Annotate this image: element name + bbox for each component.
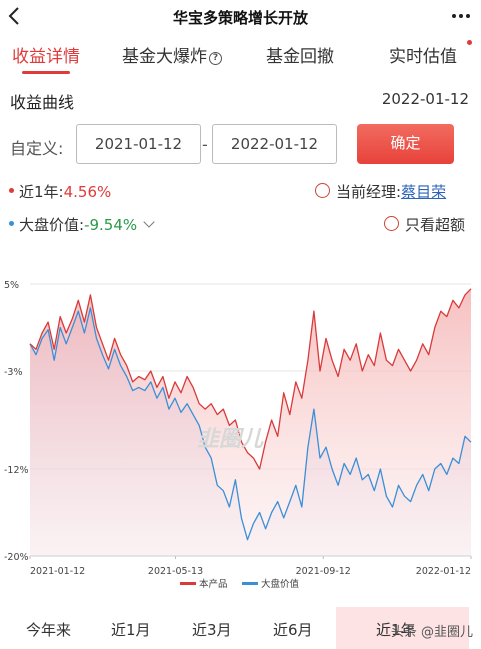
end-date-input[interactable]: 2022-01-12 [212, 124, 337, 164]
period-3m[interactable]: 近3月 [192, 621, 232, 639]
y-tick-label: -3% [4, 367, 23, 378]
more-dots-icon[interactable] [449, 4, 473, 28]
custom-range-row: 自定义: 2021-01-12 - 2022-01-12 确定 [0, 124, 481, 166]
nav-bar: 华宝多策略增长开放 [0, 0, 481, 34]
tab-fund-explosion-label: 基金大爆炸 [122, 47, 207, 67]
excess-radio-icon[interactable] [384, 216, 399, 231]
tab-earnings-detail[interactable]: 收益详情 [12, 47, 80, 67]
y-tick-label: -20% [4, 552, 29, 563]
index-return[interactable]: 大盘价值:-9.54% [19, 214, 155, 235]
tab-fund-explosion[interactable]: 基金大爆炸? [122, 42, 222, 67]
date-separator: - [202, 135, 208, 154]
page-title: 华宝多策略增长开放 [172, 9, 308, 27]
legend-swatch-fund [180, 582, 196, 585]
footer-watermark: 头条 @韭圈儿 [390, 625, 473, 640]
manager-link[interactable]: 蔡目荣 [401, 183, 447, 201]
x-tick-label: 2022-01-12 [416, 566, 471, 577]
x-tick-label: 2021-09-12 [296, 566, 351, 577]
manager-radio-icon[interactable] [315, 183, 330, 198]
return-chart: 5% -3% -12% -20%2021-01-12 2021-05-13 2021-09… [4, 280, 472, 590]
section-title: 收益曲线 [10, 93, 75, 112]
series-line-0 [29, 288, 472, 470]
legend-fund: 本产品 [199, 578, 228, 590]
fund-return-label: 近1年: [19, 183, 64, 201]
fund-return: 近1年:4.56% [19, 181, 111, 202]
chart-lines [29, 288, 472, 541]
fund-return-value: 4.56% [63, 183, 112, 201]
period-6m[interactable]: 近6月 [273, 621, 313, 639]
tab-bar: 收益详情 基金大爆炸? 基金回撤 实时估值 [0, 38, 481, 74]
chart-watermark: 韭圈儿 [197, 427, 264, 452]
index-return-label: 大盘价值: [19, 216, 85, 234]
legend-index: 大盘价值 [261, 578, 300, 590]
confirm-button[interactable]: 确定 [357, 124, 454, 164]
fund-return-row: 近1年:4.56% 当前经理:蔡目荣 [0, 179, 481, 203]
period-selector: 今年来 近1月 近3月 近6月 近1年 头条 @韭圈儿 [0, 607, 481, 649]
section-date: 2022-01-12 [381, 90, 469, 108]
x-tick-label: 2021-05-13 [148, 566, 203, 577]
chart-areas [30, 288, 471, 556]
custom-range-label: 自定义: [10, 139, 64, 158]
series-area-0 [30, 288, 471, 556]
notification-dot [467, 40, 472, 45]
chart-ticks: 5% -3% -12% -20%2021-01-12 2021-05-13 2021-09… [4, 280, 472, 577]
y-tick-label: -12% [4, 465, 29, 476]
y-tick-label: 5% [4, 280, 19, 291]
index-dot-icon [9, 221, 14, 226]
tab-fund-drawdown[interactable]: 基金回撤 [266, 47, 334, 67]
fund-dot-icon [9, 188, 14, 193]
active-tab-indicator [22, 71, 70, 74]
chart-legend: 本产品 大盘价值 [180, 578, 300, 590]
period-ytd[interactable]: 今年来 [26, 621, 72, 639]
help-icon[interactable]: ? [209, 52, 222, 65]
period-active-bg [336, 607, 469, 649]
index-return-value: -9.54% [84, 216, 138, 234]
manager-label: 当前经理: [336, 183, 402, 201]
series-line-1 [29, 307, 472, 541]
start-date-input[interactable]: 2021-01-12 [76, 124, 201, 164]
index-return-row: 大盘价值:-9.54% 只看超额 [0, 212, 481, 236]
legend-swatch-index [242, 582, 258, 585]
excess-option[interactable]: 只看超额 [405, 216, 466, 234]
manager-option: 当前经理:蔡目荣 [336, 181, 446, 202]
x-tick-label: 2021-01-12 [30, 566, 85, 577]
tab-realtime-estimate[interactable]: 实时估值 [389, 47, 457, 67]
chevron-left-icon[interactable] [4, 4, 26, 28]
chevron-down-icon[interactable] [143, 216, 155, 228]
period-1y[interactable]: 近1年 [376, 621, 416, 639]
section-header: 收益曲线 2022-01-12 [0, 86, 481, 114]
period-1m[interactable]: 近1月 [111, 621, 151, 639]
